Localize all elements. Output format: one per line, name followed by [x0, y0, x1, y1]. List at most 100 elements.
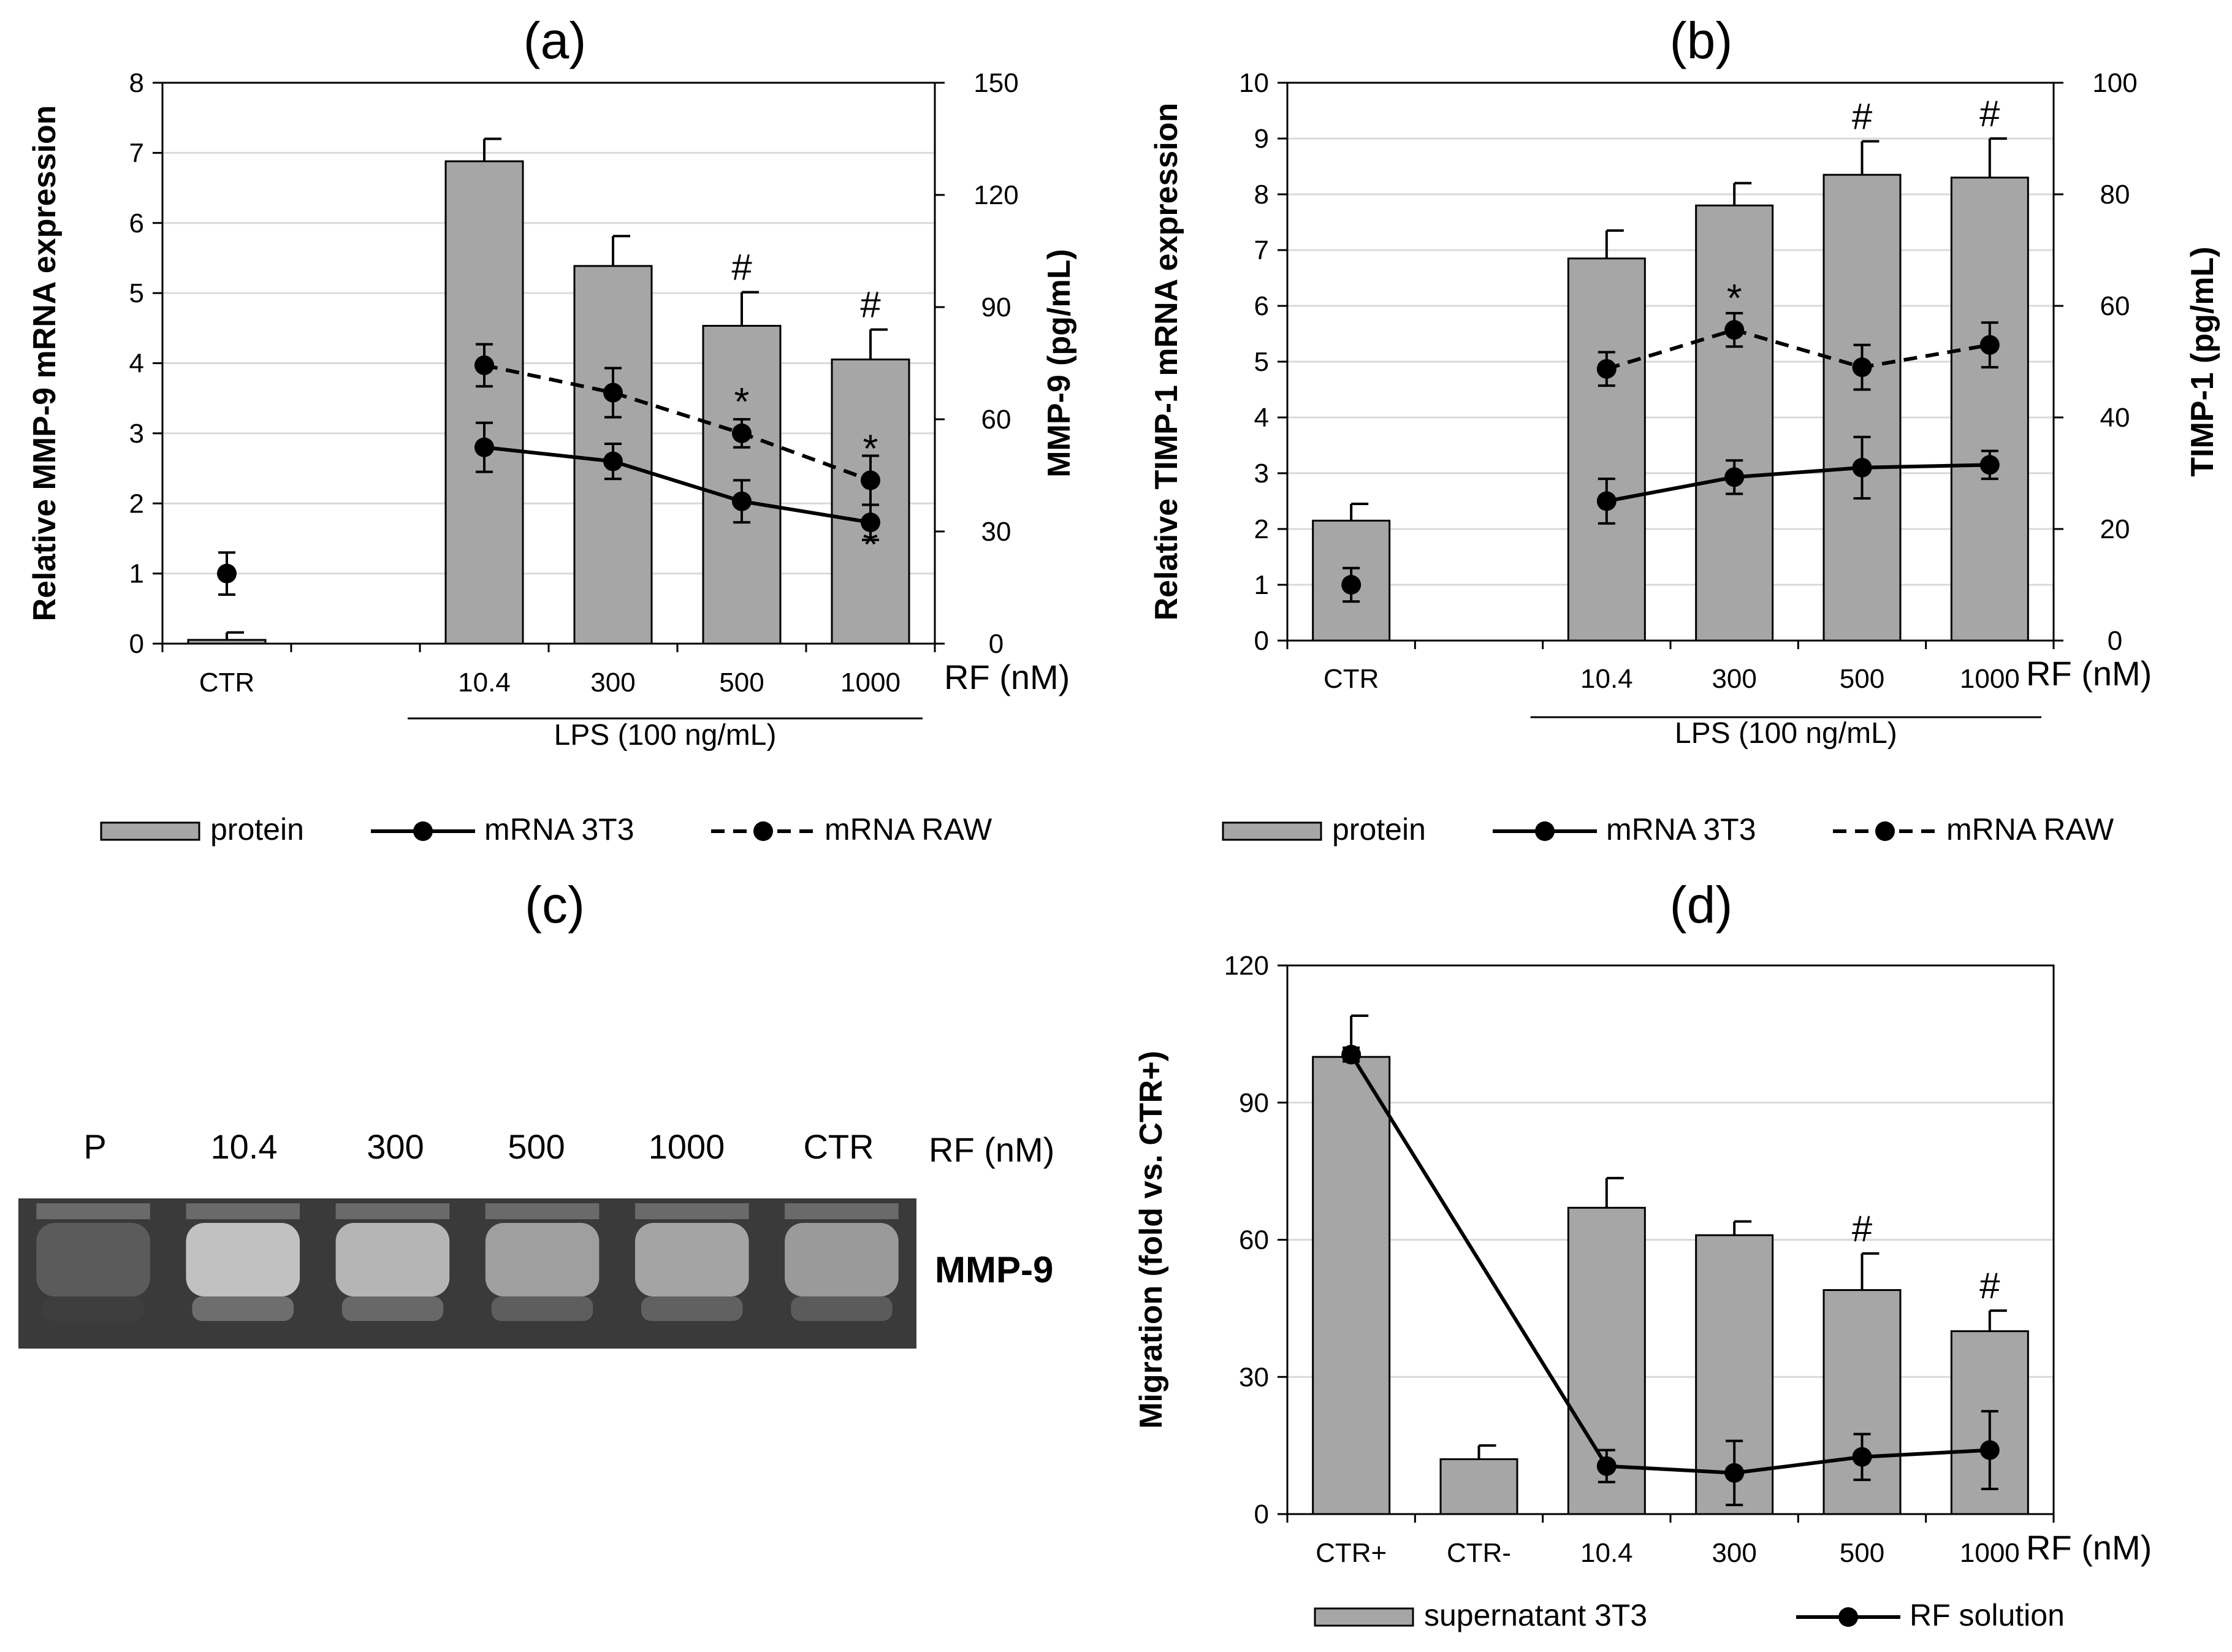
gel-band: [485, 1223, 600, 1296]
bar: [1567, 257, 1646, 642]
data-point: [1979, 335, 2000, 355]
significance-mark: *: [863, 522, 878, 566]
gel-band: [785, 1223, 899, 1296]
x-tick-label: 500: [1840, 664, 1884, 694]
data-point: [1852, 457, 1872, 478]
y-tick-label: 7: [1254, 235, 1269, 265]
x-tick-label: 300: [1712, 664, 1756, 694]
x-tick-label: 300: [590, 668, 635, 698]
y2-axis-label: TIMP-1 (pg/mL): [2185, 246, 2220, 477]
gel-band-lower: [491, 1296, 593, 1321]
legend-swatch-marker: [1838, 1607, 1858, 1627]
y-tick-label: 0: [1254, 626, 1269, 656]
data-point: [1852, 1447, 1872, 1467]
y-tick-label: 4: [129, 349, 144, 379]
gel-lane-label: CTR: [803, 1127, 874, 1166]
y-axis-label: Relative TIMP-1 mRNA expression: [1149, 103, 1184, 621]
series-line: [484, 445, 871, 525]
legend-label: mRNA RAW: [825, 812, 992, 847]
y-tick-label: 0: [1254, 1499, 1269, 1529]
y2-tick-label: 40: [2100, 403, 2130, 433]
y-axis-label: Migration (fold vs. CTR+): [1133, 1051, 1169, 1429]
data-point: [474, 437, 494, 457]
data-point: [474, 355, 494, 375]
y2-tick-label: 150: [973, 68, 1018, 98]
significance-mark: #: [1979, 93, 2000, 134]
y-tick-label: 120: [1224, 951, 1269, 981]
significance-mark: #: [1852, 1208, 1873, 1249]
y-tick-label: 8: [1254, 180, 1269, 210]
y-tick-label: 7: [129, 138, 144, 168]
y-tick-label: 2: [129, 489, 144, 519]
series-line: [1606, 463, 1990, 503]
x-tick-label: 10.4: [458, 668, 511, 698]
gel-band: [36, 1223, 150, 1296]
group-label: LPS (100 ng/mL): [554, 719, 777, 752]
legend-swatch-bar: [100, 821, 200, 841]
bar: [444, 160, 524, 645]
y-tick-label: 8: [129, 68, 144, 98]
y-tick-label: 5: [1254, 347, 1269, 377]
data-point: [217, 563, 237, 584]
y2-tick-label: 90: [981, 292, 1011, 322]
x-tick-label: CTR: [199, 668, 254, 698]
legend-label: RF solution: [1910, 1598, 2065, 1632]
gel-band: [335, 1223, 450, 1296]
legend-swatch-marker: [753, 821, 773, 841]
y-tick-label: 3: [129, 419, 144, 449]
gel-lane-label: 1000: [649, 1127, 725, 1166]
gel-band-lower: [341, 1296, 444, 1321]
data-point: [1979, 455, 2000, 475]
gel-band-label: MMP-9: [935, 1249, 1053, 1290]
gel-well: [485, 1203, 600, 1219]
gel-background: [18, 1198, 916, 1349]
x-tick-label: CTR-: [1447, 1538, 1511, 1568]
y-tick-label: 9: [1254, 124, 1269, 154]
panel-title: (a): [524, 12, 587, 69]
bar: [702, 325, 782, 645]
data-point: [732, 423, 752, 443]
y2-axis-label: MMP-9 (pg/mL): [1042, 249, 1077, 478]
data-point: [1724, 467, 1745, 487]
gel-suffix: RF (nM): [929, 1130, 1054, 1169]
gel-well: [335, 1203, 450, 1219]
legend-swatch-bar: [1314, 1607, 1414, 1627]
legend-label: mRNA RAW: [1946, 812, 2114, 847]
y-axis-label: Relative MMP-9 mRNA expression: [27, 105, 63, 622]
legend-label: protein: [1332, 812, 1426, 847]
x-tick-label: CTR: [1324, 664, 1379, 694]
legend-swatch-marker: [1535, 821, 1555, 841]
data-point: [1341, 1045, 1362, 1065]
x-tick-label: CTR+: [1316, 1538, 1387, 1568]
data-point: [1596, 1456, 1617, 1476]
group-label: LPS (100 ng/mL): [1675, 717, 1897, 750]
x-axis-suffix: RF (nM): [2026, 654, 2152, 693]
x-tick-label: 1000: [1960, 664, 2020, 694]
gel-band-lower: [192, 1296, 294, 1321]
y2-tick-label: 100: [2092, 68, 2137, 98]
x-tick-label: 10.4: [1580, 664, 1633, 694]
x-axis-suffix: RF (nM): [2026, 1528, 2152, 1567]
significance-mark: *: [1727, 276, 1742, 320]
gel-band: [186, 1223, 300, 1296]
gel-lane-label: 500: [508, 1127, 565, 1166]
data-point: [861, 512, 880, 533]
gel-lane-label: 300: [367, 1127, 424, 1166]
legend-swatch-marker: [1875, 821, 1895, 841]
x-tick-label: 10.4: [1580, 1538, 1633, 1568]
data-point: [1852, 357, 1872, 378]
y-tick-label: 0: [129, 629, 144, 659]
significance-mark: #: [860, 284, 881, 325]
y-tick-label: 6: [1254, 291, 1269, 321]
bar: [1439, 1458, 1518, 1515]
data-point: [603, 451, 623, 471]
gel-band: [634, 1223, 749, 1296]
gel-well: [186, 1203, 300, 1219]
panel-a-chart: (a) 0 1 2 3 4 5 6 7 8 0 30 60 90 120 150 CTR 10.4 300 500 10…: [27, 12, 1077, 847]
x-tick-label: 300: [1712, 1538, 1756, 1568]
x-tick-label: 1000: [840, 668, 901, 698]
bar: [1950, 177, 2029, 642]
gel-band-lower: [791, 1296, 893, 1321]
data-point: [1596, 359, 1617, 379]
